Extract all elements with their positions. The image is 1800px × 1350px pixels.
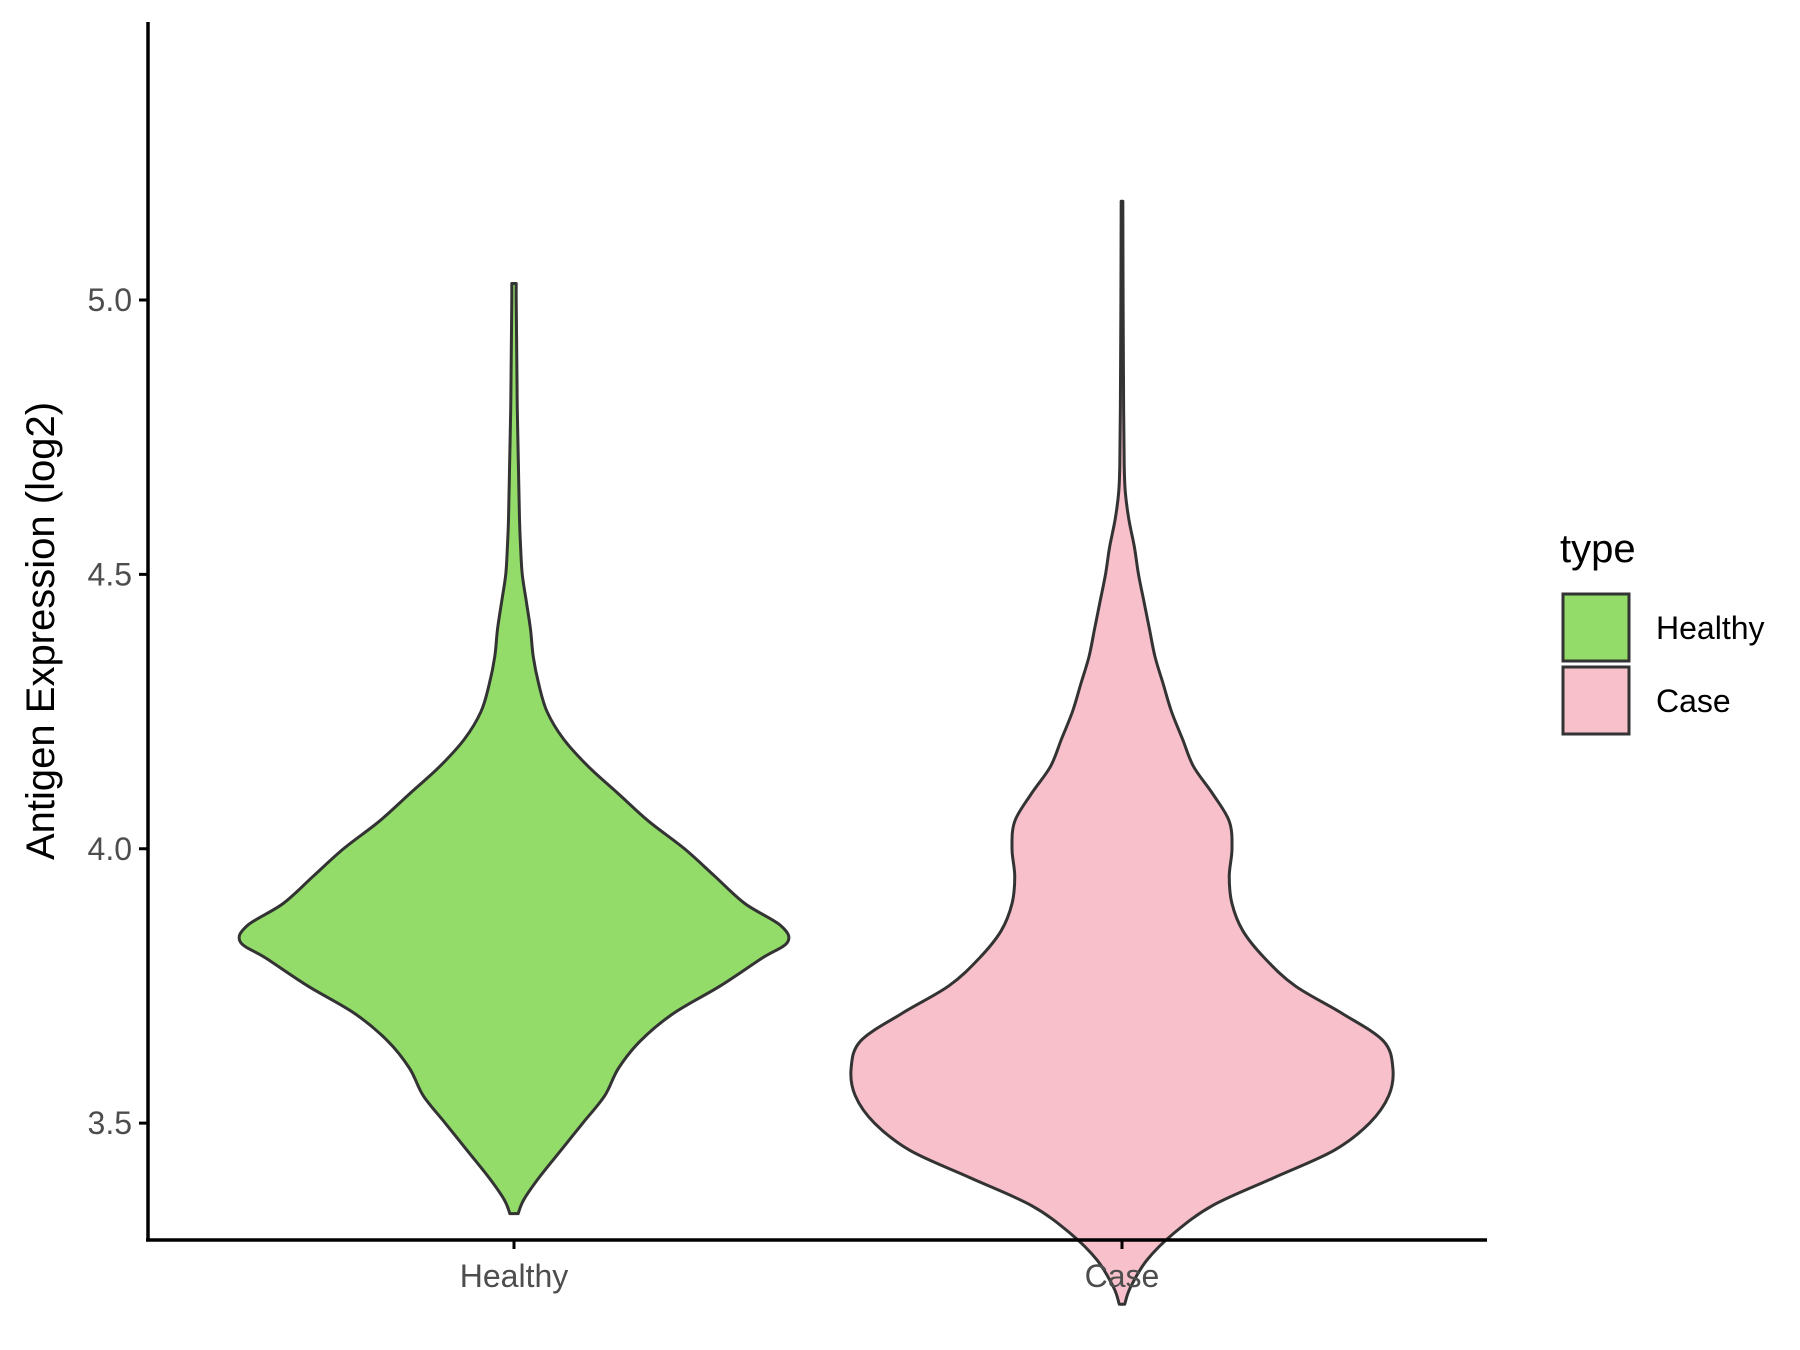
tick-layer: 3.5 4.0 4.5 5.0 Healthy Case: [88, 282, 1160, 1294]
legend-key-healthy: [1561, 592, 1631, 663]
legend-key-case: [1561, 665, 1631, 736]
y-tick-label: 3.5: [88, 1105, 132, 1141]
y-tick-label: 4.5: [88, 556, 132, 592]
x-tick-label: Case: [1085, 1258, 1160, 1294]
legend-label-case: Case: [1656, 683, 1731, 719]
y-axis-title: Antigen Expression (log2): [19, 402, 63, 860]
legend-title: type: [1560, 527, 1636, 571]
legend-label-healthy: Healthy: [1656, 610, 1765, 646]
violin-layer: [237, 199, 1395, 1306]
axes: [146, 22, 1487, 1242]
y-tick-label: 5.0: [88, 282, 132, 318]
y-tick-label: 4.0: [88, 831, 132, 867]
x-tick-label: Healthy: [460, 1258, 569, 1294]
violin-case: [849, 199, 1395, 1306]
legend: type Healthy Case: [1560, 527, 1765, 736]
violin-healthy: [237, 282, 791, 1216]
